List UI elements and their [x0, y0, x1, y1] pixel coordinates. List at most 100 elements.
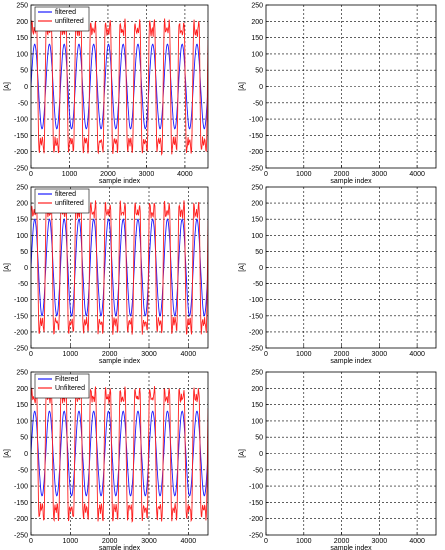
y-tick-label: 150: [251, 402, 263, 409]
y-tick-label: 150: [16, 35, 28, 42]
legend-label: filtered: [55, 9, 76, 16]
series-line: [31, 200, 208, 335]
series-line: [31, 410, 208, 497]
y-tick-label: -200: [249, 149, 263, 156]
y-tick-label: 0: [24, 84, 28, 91]
y-tick-label: -250: [249, 533, 263, 540]
legend-label: unfiltered: [55, 18, 84, 25]
y-tick-label: 100: [16, 51, 28, 58]
y-tick-label: -250: [14, 346, 28, 353]
y-tick-label: 200: [251, 386, 263, 393]
y-tick-label: -150: [249, 313, 263, 320]
y-tick-label: -200: [14, 329, 28, 336]
y-tick-label: 100: [251, 51, 263, 58]
x-tick-label: 1000: [296, 538, 312, 545]
x-tick-label: 3000: [139, 171, 155, 178]
x-tick-label: 3000: [141, 351, 157, 358]
y-tick-label: -200: [14, 149, 28, 156]
y-tick-label: 250: [16, 370, 28, 377]
y-tick-label: -50: [18, 100, 28, 107]
y-axis-label: [A]: [239, 263, 246, 272]
chart-panel: -250 -200 -150 -100 -50 0 50 100 150 200 250 0 1000 2…: [239, 185, 437, 365]
y-tick-label: 150: [16, 217, 28, 224]
chart-panel: -250 -200 -150 -100 -50 0 50 100 150 200 250 0 1000 2…: [4, 3, 209, 185]
y-tick-label: -250: [14, 533, 28, 540]
x-tick-label: 4000: [181, 538, 197, 545]
y-tick-label: -50: [253, 467, 263, 474]
y-tick-label: 100: [16, 233, 28, 240]
x-axis-label: sample index: [330, 545, 372, 550]
y-tick-label: -150: [14, 500, 28, 507]
x-tick-label: 4000: [181, 351, 197, 358]
y-tick-label: 200: [16, 386, 28, 393]
series-line: [31, 218, 208, 317]
y-tick-label: -200: [249, 329, 263, 336]
legend-label: Unfiltered: [55, 385, 85, 392]
y-tick-label: -100: [249, 117, 263, 124]
x-axis-label: sample index: [330, 358, 372, 365]
y-tick-label: -50: [253, 100, 263, 107]
chart-panel: -250 -200 -150 -100 -50 0 50 100 150 200 250 0 1000 2…: [239, 3, 437, 185]
y-tick-label: -250: [14, 166, 28, 173]
y-tick-label: 100: [251, 418, 263, 425]
x-tick-label: 1000: [296, 171, 312, 178]
y-tick-label: 50: [255, 435, 263, 442]
y-axis-label: [A]: [239, 82, 246, 91]
x-tick-label: 0: [29, 351, 33, 358]
x-axis-label: sample index: [330, 178, 372, 185]
x-tick-label: 0: [264, 351, 268, 358]
y-tick-label: 50: [20, 435, 28, 442]
y-tick-label: -50: [18, 467, 28, 474]
y-tick-label: 200: [16, 201, 28, 208]
x-tick-label: 2000: [102, 538, 118, 545]
x-tick-label: 4000: [409, 351, 425, 358]
y-tick-label: 100: [251, 233, 263, 240]
x-tick-label: 1000: [63, 351, 79, 358]
series-line: [31, 43, 208, 130]
y-tick-label: -50: [253, 281, 263, 288]
y-tick-label: -50: [18, 281, 28, 288]
legend-label: filtered: [55, 191, 76, 198]
y-tick-label: 250: [16, 185, 28, 192]
y-tick-label: 200: [16, 19, 28, 26]
y-tick-label: -100: [14, 297, 28, 304]
x-tick-label: 3000: [141, 538, 157, 545]
x-tick-label: 0: [264, 171, 268, 178]
y-tick-label: -150: [14, 313, 28, 320]
y-tick-label: -100: [14, 484, 28, 491]
x-tick-label: 1000: [296, 351, 312, 358]
chart-panel: -250 -200 -150 -100 -50 0 50 100 150 200 250 0 1000 2…: [239, 370, 437, 550]
y-tick-label: 50: [255, 68, 263, 75]
x-tick-label: 3000: [372, 351, 388, 358]
x-tick-label: 0: [29, 538, 33, 545]
y-tick-label: 100: [16, 418, 28, 425]
y-tick-label: 200: [251, 201, 263, 208]
y-tick-label: 0: [24, 451, 28, 458]
legend-box: [34, 373, 90, 399]
chart-panel: -250 -200 -150 -100 -50 0 50 100 150 200 250 0 1000 2…: [4, 370, 209, 550]
y-tick-label: 50: [20, 249, 28, 256]
y-tick-label: 200: [251, 19, 263, 26]
y-tick-label: 250: [251, 185, 263, 192]
x-tick-label: 2000: [334, 171, 350, 178]
series-line: [31, 18, 208, 157]
y-axis-label: [A]: [4, 449, 11, 458]
legend-box: [34, 188, 90, 214]
y-tick-label: 0: [24, 265, 28, 272]
chart-panel: -250 -200 -150 -100 -50 0 50 100 150 200 250 0 1000 2…: [4, 185, 209, 365]
y-tick-label: -100: [14, 117, 28, 124]
x-axis-label: sample index: [99, 545, 141, 550]
x-tick-label: 4000: [409, 538, 425, 545]
y-tick-label: -150: [249, 133, 263, 140]
x-tick-label: 1000: [63, 538, 79, 545]
x-tick-label: 4000: [409, 171, 425, 178]
y-tick-label: 0: [259, 451, 263, 458]
y-tick-label: -200: [249, 516, 263, 523]
x-axis-label: sample index: [99, 358, 141, 365]
y-tick-label: 0: [259, 265, 263, 272]
y-axis-label: [A]: [239, 449, 246, 458]
y-tick-label: 50: [255, 249, 263, 256]
y-tick-label: -100: [249, 297, 263, 304]
x-tick-label: 1000: [62, 171, 78, 178]
